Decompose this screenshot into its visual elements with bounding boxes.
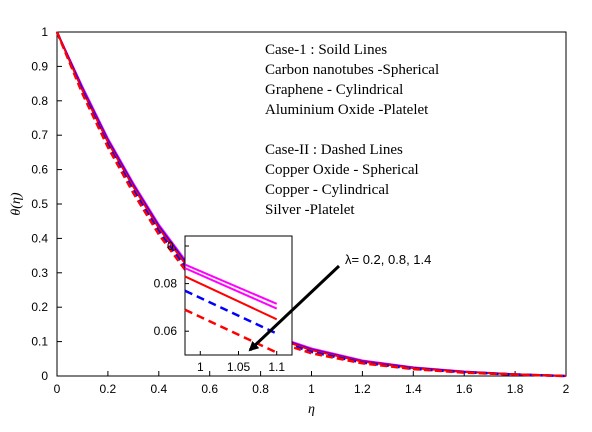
x-tick-label: 0: [54, 382, 61, 396]
legend: Case-1 : Soild Lines Carbon nanotubes -Sp…: [265, 42, 439, 218]
y-tick-label: 0.7: [31, 128, 48, 142]
inset-y-tick-label: 0.: [167, 239, 177, 253]
x-tick-label: 1.6: [456, 382, 473, 396]
inset-frame: [184, 235, 293, 356]
inset-y-tick-label: 0.06: [154, 324, 178, 338]
inset-series-line-2: [184, 267, 278, 310]
legend-entry: Copper - Cylindrical: [265, 182, 389, 198]
x-tick-label: 0.2: [100, 382, 117, 396]
inset-x-tick-label: 1.1: [268, 360, 285, 374]
y-tick-label: 0.5: [31, 197, 48, 211]
y-tick-label: 0: [41, 369, 48, 383]
legend-entry: Carbon nanotubes -Spherical: [265, 62, 439, 78]
y-tick-label: 0.8: [31, 94, 48, 108]
inset-series-line-1: [184, 263, 278, 305]
legend-entry: Case-1 : Soild Lines: [265, 42, 387, 58]
x-tick-label: 1: [308, 382, 315, 396]
x-tick-label: 0.8: [252, 382, 269, 396]
inset-series-line-3: [184, 275, 278, 321]
x-tick-label: 0.6: [201, 382, 218, 396]
legend-entry: Graphene - Cylindrical: [265, 82, 403, 98]
x-tick-label: 2: [563, 382, 570, 396]
y-tick-label: 0.6: [31, 163, 48, 177]
legend-entry: Case-II : Dashed Lines: [265, 142, 403, 158]
x-tick-label: 1.8: [507, 382, 524, 396]
legend-entry: Aluminium Oxide -Platelet: [265, 102, 429, 118]
inset-y-tick-label: 0.08: [154, 277, 178, 291]
inset-x-tick-label: 1: [197, 360, 204, 374]
inset-series-line-5: [184, 308, 278, 354]
y-tick-label: 0.2: [31, 300, 48, 314]
inset-x-tick-label: 1.05: [227, 360, 251, 374]
legend-entry: Copper Oxide - Spherical: [265, 162, 419, 178]
x-tick-label: 1.2: [354, 382, 371, 396]
inset-plot: 1 1.05 1.1 0.06 0.08 0.: [154, 235, 293, 374]
x-tick-label: 1.4: [405, 382, 422, 396]
y-axis-label: θ(η): [9, 192, 24, 215]
y-tick-label: 0.4: [31, 231, 48, 245]
annotation-arrow: [248, 264, 341, 352]
y-tick-label: 0.1: [31, 335, 48, 349]
annotation: λ= 0.2, 0.8, 1.4: [248, 252, 431, 352]
x-tick-label: 0.4: [150, 382, 167, 396]
y-tick-label: 1: [41, 25, 48, 39]
y-tick-label: 0.3: [31, 266, 48, 280]
x-axis-label: η: [308, 402, 315, 417]
legend-entry: Silver -Platelet: [265, 202, 355, 218]
y-tick-label: 0.9: [31, 59, 48, 73]
annotation-label: λ= 0.2, 0.8, 1.4: [345, 252, 431, 267]
inset-series-line-4: [184, 289, 278, 335]
